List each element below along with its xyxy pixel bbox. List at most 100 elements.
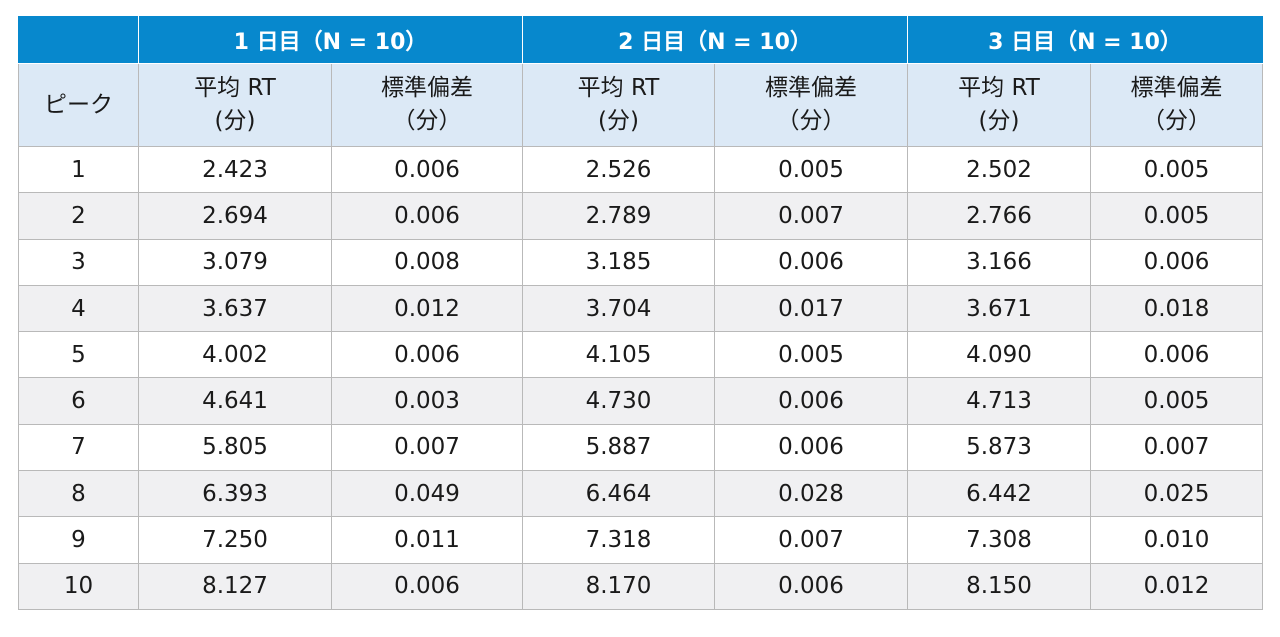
day-1-mean-cell: 7.250 [138, 516, 332, 564]
day-2-sd-header: 標準偏差 （分） [714, 63, 908, 147]
day-2-mean-cell: 3.704 [522, 284, 715, 333]
table-row: 10 8.127 0.006 8.170 0.006 8.150 0.012 [18, 562, 1263, 610]
day-2-sd-cell: 0.007 [714, 192, 908, 240]
day-2-sd-cell: 0.006 [714, 238, 908, 286]
day-3-sd-cell: 0.005 [1090, 377, 1263, 425]
peak-cell: 9 [18, 516, 139, 564]
mean-header-line1: 平均 RT [577, 75, 660, 101]
day-1-mean-cell: 4.641 [138, 377, 332, 425]
day-1-sd-cell: 0.011 [331, 516, 523, 564]
peak-cell: 1 [18, 145, 139, 194]
retention-time-table: 1 日目（N = 10） 2 日目（N = 10） 3 日目（N = 10） ピ… [18, 16, 1263, 610]
day-2-mean-cell: 4.105 [522, 331, 715, 379]
day-3-sd-header: 標準偏差 （分） [1090, 63, 1263, 147]
peak-cell: 5 [18, 331, 139, 379]
sd-header-line1: 標準偏差 [765, 75, 857, 101]
day-1-mean-cell: 2.694 [138, 192, 332, 240]
table-container: 1 日目（N = 10） 2 日目（N = 10） 3 日目（N = 10） ピ… [18, 16, 1263, 610]
day-3-sd-cell: 0.005 [1090, 192, 1263, 240]
day-3-sd-cell: 0.006 [1090, 331, 1263, 379]
day-3-sd-cell: 0.025 [1090, 470, 1263, 518]
peak-cell: 7 [18, 423, 139, 472]
day-3-mean-cell: 5.873 [907, 423, 1091, 472]
table-row: 1 2.423 0.006 2.526 0.005 2.502 0.005 [18, 145, 1263, 194]
day-2-sd-cell: 0.007 [714, 516, 908, 564]
day-1-mean-cell: 6.393 [138, 470, 332, 518]
day-2-sd-cell: 0.006 [714, 377, 908, 425]
day-1-mean-cell: 3.079 [138, 238, 332, 286]
day-1-sd-cell: 0.006 [331, 331, 523, 379]
sd-header-line1: 標準偏差 [1130, 75, 1223, 101]
table-row: 3 3.079 0.008 3.185 0.006 3.166 0.006 [18, 238, 1263, 286]
day-2-mean-cell: 5.887 [522, 423, 715, 472]
day-3-mean-cell: 3.671 [907, 284, 1091, 333]
day-1-mean-header: 平均 RT (分) [138, 63, 332, 147]
day-3-sd-cell: 0.007 [1090, 423, 1263, 472]
peak-cell: 10 [18, 562, 139, 610]
mean-header-line1: 平均 RT [958, 75, 1040, 101]
column-header-row: ピーク 平均 RT (分) 標準偏差 （分） 平均 RT (分) 標準偏差 （分… [18, 63, 1263, 147]
day-1-sd-cell: 0.006 [331, 562, 523, 610]
sd-header-line2: （分） [1142, 108, 1211, 134]
mean-header-line2: (分) [598, 108, 639, 134]
day-2-sd-cell: 0.005 [714, 331, 908, 379]
table-row: 8 6.393 0.049 6.464 0.028 6.442 0.025 [18, 470, 1263, 518]
day-2-mean-cell: 6.464 [522, 470, 715, 518]
table-row: 9 7.250 0.011 7.318 0.007 7.308 0.010 [18, 516, 1263, 564]
day-1-sd-header: 標準偏差 （分） [331, 63, 523, 147]
table-row: 5 4.002 0.006 4.105 0.005 4.090 0.006 [18, 331, 1263, 379]
mean-header-line1: 平均 RT [194, 75, 276, 101]
day-2-mean-cell: 7.318 [522, 516, 715, 564]
day-1-sd-cell: 0.003 [331, 377, 523, 425]
peak-cell: 2 [18, 192, 139, 240]
day-3-sd-cell: 0.018 [1090, 284, 1263, 333]
day-2-mean-cell: 3.185 [522, 238, 715, 286]
day-3-mean-cell: 6.442 [907, 470, 1091, 518]
day-1-mean-cell: 4.002 [138, 331, 332, 379]
mean-header-line2: (分) [214, 108, 256, 134]
table-row: 2 2.694 0.006 2.789 0.007 2.766 0.005 [18, 192, 1263, 240]
day-1-mean-cell: 5.805 [138, 423, 332, 472]
day-1-sd-cell: 0.006 [331, 145, 523, 194]
day-3-mean-cell: 2.766 [907, 192, 1091, 240]
table-row: 7 5.805 0.007 5.887 0.006 5.873 0.007 [18, 423, 1263, 472]
day-2-sd-cell: 0.028 [714, 470, 908, 518]
peak-cell: 4 [18, 284, 139, 333]
day-3-sd-cell: 0.012 [1090, 562, 1263, 610]
day-3-mean-cell: 7.308 [907, 516, 1091, 564]
peak-cell: 3 [18, 238, 139, 286]
day-2-sd-cell: 0.006 [714, 562, 908, 610]
table-body: 1 2.423 0.006 2.526 0.005 2.502 0.005 2 … [18, 145, 1263, 610]
day-2-mean-header: 平均 RT (分) [522, 63, 715, 147]
day-2-mean-cell: 2.526 [522, 145, 715, 194]
day-header-row: 1 日目（N = 10） 2 日目（N = 10） 3 日目（N = 10） [18, 16, 1263, 64]
day-1-sd-cell: 0.008 [331, 238, 523, 286]
sd-header-line1: 標準偏差 [381, 75, 473, 101]
mean-header-line2: (分) [978, 108, 1020, 134]
day-3-sd-cell: 0.005 [1090, 145, 1263, 194]
day-3-mean-cell: 4.713 [907, 377, 1091, 425]
day-3-mean-cell: 3.166 [907, 238, 1091, 286]
day-3-mean-header: 平均 RT (分) [907, 63, 1091, 147]
day-2-sd-cell: 0.017 [714, 284, 908, 333]
peak-header: ピーク [18, 63, 139, 147]
peak-cell: 6 [18, 377, 139, 425]
day-1-sd-cell: 0.006 [331, 192, 523, 240]
day-1-sd-cell: 0.012 [331, 284, 523, 333]
day-2-mean-cell: 2.789 [522, 192, 715, 240]
table-row: 4 3.637 0.012 3.704 0.017 3.671 0.018 [18, 284, 1263, 333]
day-3-header: 3 日目（N = 10） [907, 16, 1263, 64]
sd-header-line2: （分） [776, 108, 846, 134]
day-1-header: 1 日目（N = 10） [138, 16, 523, 64]
day-1-mean-cell: 8.127 [138, 562, 332, 610]
day-2-sd-cell: 0.005 [714, 145, 908, 194]
peak-cell: 8 [18, 470, 139, 518]
day-2-mean-cell: 8.170 [522, 562, 715, 610]
day-2-mean-cell: 4.730 [522, 377, 715, 425]
day-1-mean-cell: 3.637 [138, 284, 332, 333]
day-1-mean-cell: 2.423 [138, 145, 332, 194]
day-1-sd-cell: 0.049 [331, 470, 523, 518]
day-1-sd-cell: 0.007 [331, 423, 523, 472]
day-2-sd-cell: 0.006 [714, 423, 908, 472]
day-3-sd-cell: 0.010 [1090, 516, 1263, 564]
